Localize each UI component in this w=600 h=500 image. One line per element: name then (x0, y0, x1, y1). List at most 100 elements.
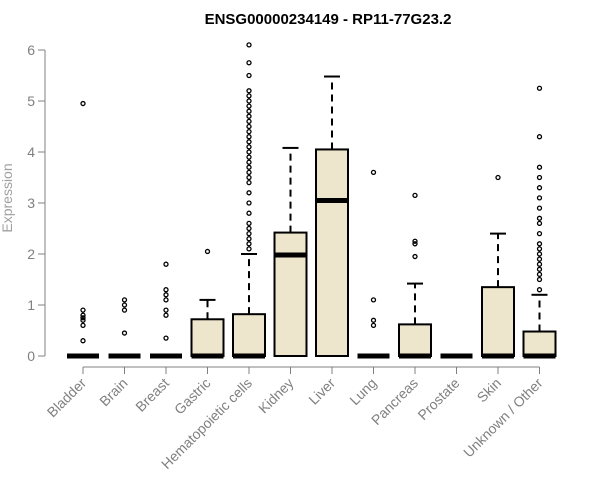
outlier-point (536, 195, 543, 201)
y-tick-label: 4 (27, 144, 35, 160)
box-body (522, 330, 557, 357)
outlier-point (163, 297, 169, 303)
box-group (522, 85, 557, 359)
box-body (398, 323, 432, 358)
x-tick-label: Liver (305, 375, 338, 408)
outlier-point (80, 322, 86, 329)
outlier-point (246, 169, 252, 176)
x-tick-label: Prostate (414, 375, 462, 423)
y-tick-label: 3 (27, 195, 35, 211)
box-series (67, 42, 557, 359)
outlier-point (246, 134, 252, 140)
outlier-point (121, 330, 128, 336)
y-tick-label: 2 (27, 246, 35, 262)
outlier-point (370, 169, 377, 176)
outlier-point (121, 302, 128, 308)
box-group (315, 75, 349, 357)
outlier-point (536, 185, 543, 191)
outlier-point (246, 225, 252, 232)
outlier-point (536, 266, 543, 272)
outlier-point (246, 88, 252, 94)
outlier-point (246, 149, 252, 155)
outlier-point (495, 174, 501, 181)
outlier-point (246, 154, 252, 160)
outlier-point (246, 236, 252, 242)
outlier-point (370, 317, 377, 323)
y-axis: 0 1 2 3 4 5 6 (27, 42, 46, 364)
box-group (398, 192, 432, 359)
y-tick-label: 5 (27, 93, 35, 109)
box-body (232, 313, 266, 357)
outlier-point (412, 238, 418, 244)
outlier-point (370, 322, 377, 329)
box-group (232, 42, 266, 359)
outlier-point (246, 200, 252, 206)
x-tick-label: Lung (346, 375, 379, 408)
outlier-point (80, 100, 86, 107)
y-tick-label: 1 (27, 297, 35, 313)
box-group (108, 297, 141, 359)
outlier-point (246, 103, 252, 109)
outlier-point (412, 253, 418, 260)
outlier-point (163, 292, 169, 298)
outlier-point (246, 174, 252, 181)
outlier-point (163, 307, 169, 313)
box-group (273, 146, 308, 357)
box-body (273, 231, 308, 357)
box-group (67, 100, 99, 359)
outlier-point (536, 134, 543, 140)
chart-title: ENSG00000234149 - RP11-77G23.2 (205, 11, 452, 28)
outlier-point (246, 123, 252, 130)
outlier-point (246, 98, 252, 104)
outlier-point (536, 230, 543, 237)
outlier-point (246, 72, 252, 79)
outlier-point (80, 315, 86, 321)
outlier-point (246, 93, 252, 99)
x-tick-label: Brain (96, 375, 130, 409)
box-group (481, 174, 515, 359)
x-tick-label: Unknown / Other (460, 375, 546, 461)
outlier-point (163, 312, 169, 318)
box-body (481, 286, 515, 357)
outlier-point (121, 297, 128, 303)
outlier-point (536, 85, 543, 91)
outlier-point (536, 205, 543, 211)
outlier-point (246, 159, 252, 165)
outlier-point (536, 220, 543, 227)
outlier-point (246, 164, 252, 170)
outlier-point (246, 113, 252, 119)
outlier-point (246, 118, 252, 125)
outlier-point (246, 144, 252, 150)
outlier-point (246, 241, 252, 247)
outlier-point (163, 335, 169, 341)
outlier-point (412, 241, 418, 247)
outlier-point (246, 128, 252, 135)
outlier-point (246, 42, 252, 48)
y-tick-label: 6 (27, 42, 35, 58)
box-group (357, 169, 390, 359)
outlier-point (80, 307, 86, 313)
outlier-point (536, 215, 543, 221)
outlier-point (536, 276, 543, 283)
outlier-point (412, 192, 418, 199)
outlier-point (536, 241, 543, 247)
x-tick-label: Breast (132, 375, 172, 415)
outlier-point (536, 271, 543, 278)
x-tick-label: Skin (474, 375, 505, 406)
outlier-point (246, 220, 252, 227)
outlier-point (163, 261, 169, 267)
outlier-point (536, 287, 543, 293)
outlier-point (370, 297, 377, 303)
outlier-point (163, 287, 169, 293)
outlier-point (246, 179, 252, 186)
outlier-point (246, 60, 252, 66)
y-tick-label: 0 (27, 348, 35, 364)
outlier-point (246, 139, 252, 145)
outlier-point (246, 210, 252, 216)
x-tick-label: Kidney (255, 375, 297, 417)
outlier-point (536, 261, 543, 267)
box-group (190, 248, 225, 359)
outlier-point (246, 190, 252, 196)
outlier-point (121, 307, 128, 313)
